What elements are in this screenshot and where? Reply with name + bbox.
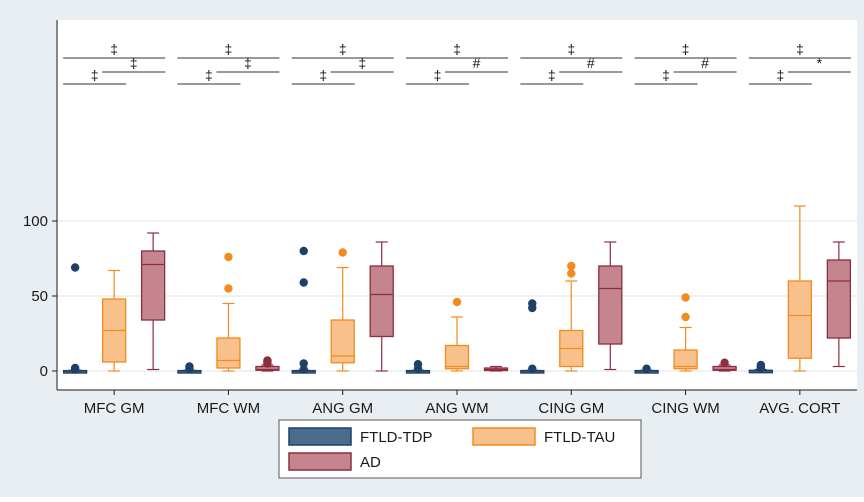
box-ftld-tdp-ang-gm bbox=[291, 246, 316, 374]
sig-ang-wm-0-1-label: ‡ bbox=[434, 67, 442, 83]
sig-avg-cort-1-2-label: * bbox=[817, 55, 823, 71]
iqr-box-ad-avg-cort bbox=[826, 259, 852, 339]
box-series bbox=[62, 205, 852, 374]
box-ad-ang-gm bbox=[369, 241, 394, 372]
box-ftld-tau-mfc-wm bbox=[216, 252, 241, 372]
x-tick-label-avg-cort: AVG. CORT bbox=[759, 400, 840, 417]
outlier-ftld-tdp-cing-wm-0 bbox=[642, 364, 651, 373]
legend-swatch-ftld-tau bbox=[472, 427, 536, 446]
box-ad-mfc-wm bbox=[255, 356, 280, 372]
outlier-ftld-tdp-avg-cort-2 bbox=[756, 360, 766, 370]
x-tick-label-cing-wm: CING WM bbox=[651, 400, 719, 417]
outlier-ftld-tdp-cing-gm-2 bbox=[528, 299, 537, 308]
x-tick-label-ang-wm: ANG WM bbox=[425, 400, 488, 417]
sig-cing-wm-1-2-label: # bbox=[701, 55, 709, 71]
y-tick-label-50: 50 bbox=[31, 288, 48, 305]
iqr-box-ad-ang-gm bbox=[369, 265, 394, 338]
sig-cing-gm-0-2-label: ‡ bbox=[567, 41, 575, 57]
outlier-ftld-tdp-ang-wm-1 bbox=[413, 360, 423, 369]
box-ftld-tau-ang-wm bbox=[444, 297, 470, 372]
sig-mfc-wm-0-2-label: ‡ bbox=[225, 41, 233, 57]
outlier-ftld-tdp-ang-gm-3 bbox=[299, 246, 308, 256]
iqr-box-ftld-tau-mfc-wm bbox=[216, 337, 241, 369]
sig-mfc-gm-0-2-label: ‡ bbox=[110, 41, 118, 57]
outlier-ftld-tdp-cing-gm-0 bbox=[528, 364, 537, 373]
box-ad-ang-wm bbox=[483, 365, 509, 372]
sig-mfc-gm-1-2-label: ‡ bbox=[130, 55, 138, 71]
box-ftld-tdp-mfc-gm bbox=[62, 263, 88, 374]
box-ad-avg-cort bbox=[826, 241, 852, 368]
iqr-box-ftld-tau-cing-wm bbox=[673, 349, 698, 370]
x-tick-label-cing-gm: CING GM bbox=[538, 400, 604, 417]
box-ad-cing-wm bbox=[712, 358, 737, 372]
outlier-ad-cing-wm-0 bbox=[720, 358, 729, 367]
outlier-ftld-tau-ang-gm-0 bbox=[338, 248, 347, 257]
box-ftld-tau-avg-cort bbox=[787, 205, 813, 372]
outlier-ftld-tdp-ang-gm-2 bbox=[299, 278, 308, 287]
sig-avg-cort-0-1-label: ‡ bbox=[776, 67, 784, 83]
sig-ang-wm-1-2-label: # bbox=[473, 55, 481, 71]
iqr-box-ftld-tau-ang-wm bbox=[444, 344, 470, 370]
box-ftld-tdp-mfc-wm bbox=[177, 362, 202, 374]
outlier-ftld-tau-cing-gm-1 bbox=[567, 261, 576, 271]
legend-label-ad: AD bbox=[360, 454, 381, 471]
legend-item-ftld-tdp: FTLD-TDP bbox=[288, 427, 433, 446]
outlier-ftld-tau-ang-wm-0 bbox=[452, 297, 462, 307]
y-tick-label-100: 100 bbox=[23, 213, 48, 230]
sig-cing-wm-0-2-label: ‡ bbox=[682, 41, 690, 57]
legend: FTLD-TDP FTLD-TAU AD bbox=[278, 419, 642, 479]
box-ad-mfc-gm bbox=[140, 232, 166, 371]
outlier-ftld-tdp-mfc-gm-2 bbox=[70, 263, 80, 272]
box-ftld-tdp-cing-wm bbox=[634, 364, 659, 374]
outlier-ftld-tdp-mfc-wm-1 bbox=[185, 362, 194, 371]
iqr-box-ad-cing-gm bbox=[598, 265, 623, 345]
outlier-ftld-tau-cing-wm-0 bbox=[681, 312, 690, 322]
outlier-ftld-tdp-ang-gm-1 bbox=[299, 359, 308, 368]
box-ftld-tdp-ang-wm bbox=[405, 360, 431, 374]
sig-mfc-wm-1-2-label: ‡ bbox=[244, 55, 252, 71]
sig-ang-gm-0-1-label: ‡ bbox=[319, 67, 327, 83]
outlier-ftld-tau-mfc-wm-0 bbox=[224, 284, 233, 293]
outlier-ad-mfc-wm-2 bbox=[263, 356, 272, 365]
outlier-ftld-tdp-mfc-gm-1 bbox=[70, 363, 80, 373]
y-tick-label-0: 0 bbox=[40, 363, 48, 380]
iqr-box-ad-mfc-gm bbox=[140, 250, 166, 321]
significance-annotations: ‡ ‡ ‡ ‡ ‡ ‡ ‡ ‡ ‡ ‡ ‡ # ‡ ‡ # ‡ ‡ # ‡ ‡ * bbox=[63, 41, 851, 85]
iqr-box-ftld-tau-avg-cort bbox=[787, 280, 813, 359]
x-tick-label-ang-gm: ANG GM bbox=[312, 400, 373, 417]
sig-avg-cort-0-2-label: ‡ bbox=[796, 41, 804, 57]
iqr-box-ftld-tau-ang-gm bbox=[330, 319, 355, 364]
box-ad-cing-gm bbox=[598, 241, 623, 371]
box-ftld-tau-ang-gm bbox=[330, 248, 355, 372]
box-ftld-tau-cing-gm bbox=[559, 261, 584, 372]
legend-swatch-ad bbox=[288, 452, 352, 471]
legend-label-ftld-tau: FTLD-TAU bbox=[544, 429, 615, 446]
outlier-ftld-tau-mfc-wm-1 bbox=[224, 252, 233, 262]
sig-cing-wm-0-1-label: ‡ bbox=[662, 67, 670, 83]
sig-mfc-wm-0-1-label: ‡ bbox=[205, 67, 213, 83]
box-ftld-tdp-avg-cort bbox=[748, 360, 774, 374]
x-tick-label-mfc-wm: MFC WM bbox=[197, 400, 260, 417]
legend-label-ftld-tdp: FTLD-TDP bbox=[360, 429, 433, 446]
axes: 0 50 100 MFC GM MFC WM ANG GM ANG WM CING GM CIN… bbox=[23, 20, 857, 417]
box-ftld-tau-mfc-gm bbox=[101, 269, 127, 372]
sig-ang-gm-0-2-label: ‡ bbox=[339, 41, 347, 57]
outlier-ftld-tau-cing-wm-1 bbox=[681, 293, 690, 302]
legend-swatch-ftld-tdp bbox=[288, 427, 352, 446]
sig-mfc-gm-0-1-label: ‡ bbox=[91, 67, 99, 83]
sig-ang-gm-1-2-label: ‡ bbox=[358, 55, 366, 71]
outlier-ftld-tdp-ang-gm-0 bbox=[299, 365, 308, 374]
box-ftld-tdp-cing-gm bbox=[520, 299, 545, 374]
legend-item-ad: AD bbox=[288, 452, 381, 471]
box-ftld-tau-cing-wm bbox=[673, 293, 698, 372]
outlier-ftld-tau-cing-gm-0 bbox=[567, 269, 576, 278]
x-tick-label-mfc-gm: MFC GM bbox=[84, 400, 145, 417]
legend-item-ftld-tau: FTLD-TAU bbox=[472, 427, 615, 446]
sig-ang-wm-0-2-label: ‡ bbox=[453, 41, 461, 57]
sig-cing-gm-1-2-label: # bbox=[587, 55, 595, 71]
sig-cing-gm-0-1-label: ‡ bbox=[548, 67, 556, 83]
